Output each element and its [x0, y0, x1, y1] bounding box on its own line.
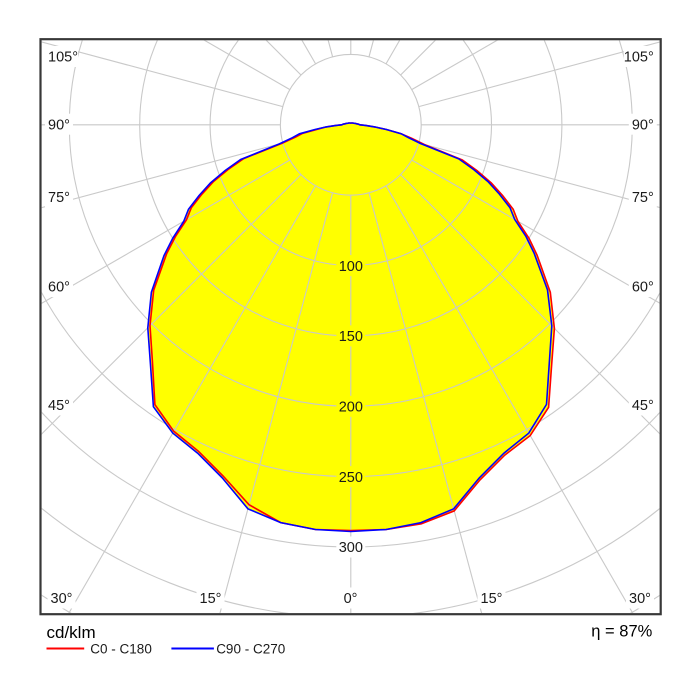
- svg-text:250: 250: [339, 470, 363, 486]
- svg-text:60°: 60°: [632, 280, 654, 296]
- svg-text:cd/klm: cd/klm: [47, 623, 96, 642]
- svg-text:30°: 30°: [629, 591, 651, 607]
- svg-text:C0 - C180: C0 - C180: [90, 641, 152, 656]
- svg-text:300: 300: [339, 540, 363, 556]
- svg-text:105°: 105°: [48, 50, 78, 66]
- svg-text:15°: 15°: [200, 591, 222, 607]
- svg-text:150: 150: [339, 329, 363, 345]
- svg-text:30°: 30°: [51, 591, 73, 607]
- svg-text:90°: 90°: [48, 117, 70, 133]
- svg-text:200: 200: [339, 400, 363, 416]
- svg-text:η = 87%: η = 87%: [591, 623, 652, 641]
- svg-text:90°: 90°: [632, 117, 654, 133]
- svg-text:C90 - C270: C90 - C270: [216, 641, 285, 656]
- svg-text:60°: 60°: [48, 280, 70, 296]
- svg-text:45°: 45°: [48, 398, 70, 414]
- svg-text:15°: 15°: [481, 591, 503, 607]
- svg-text:0°: 0°: [344, 591, 358, 607]
- svg-text:45°: 45°: [632, 398, 654, 414]
- svg-text:105°: 105°: [624, 50, 654, 66]
- svg-text:75°: 75°: [48, 190, 70, 206]
- svg-text:75°: 75°: [632, 190, 654, 206]
- svg-text:100: 100: [339, 259, 363, 275]
